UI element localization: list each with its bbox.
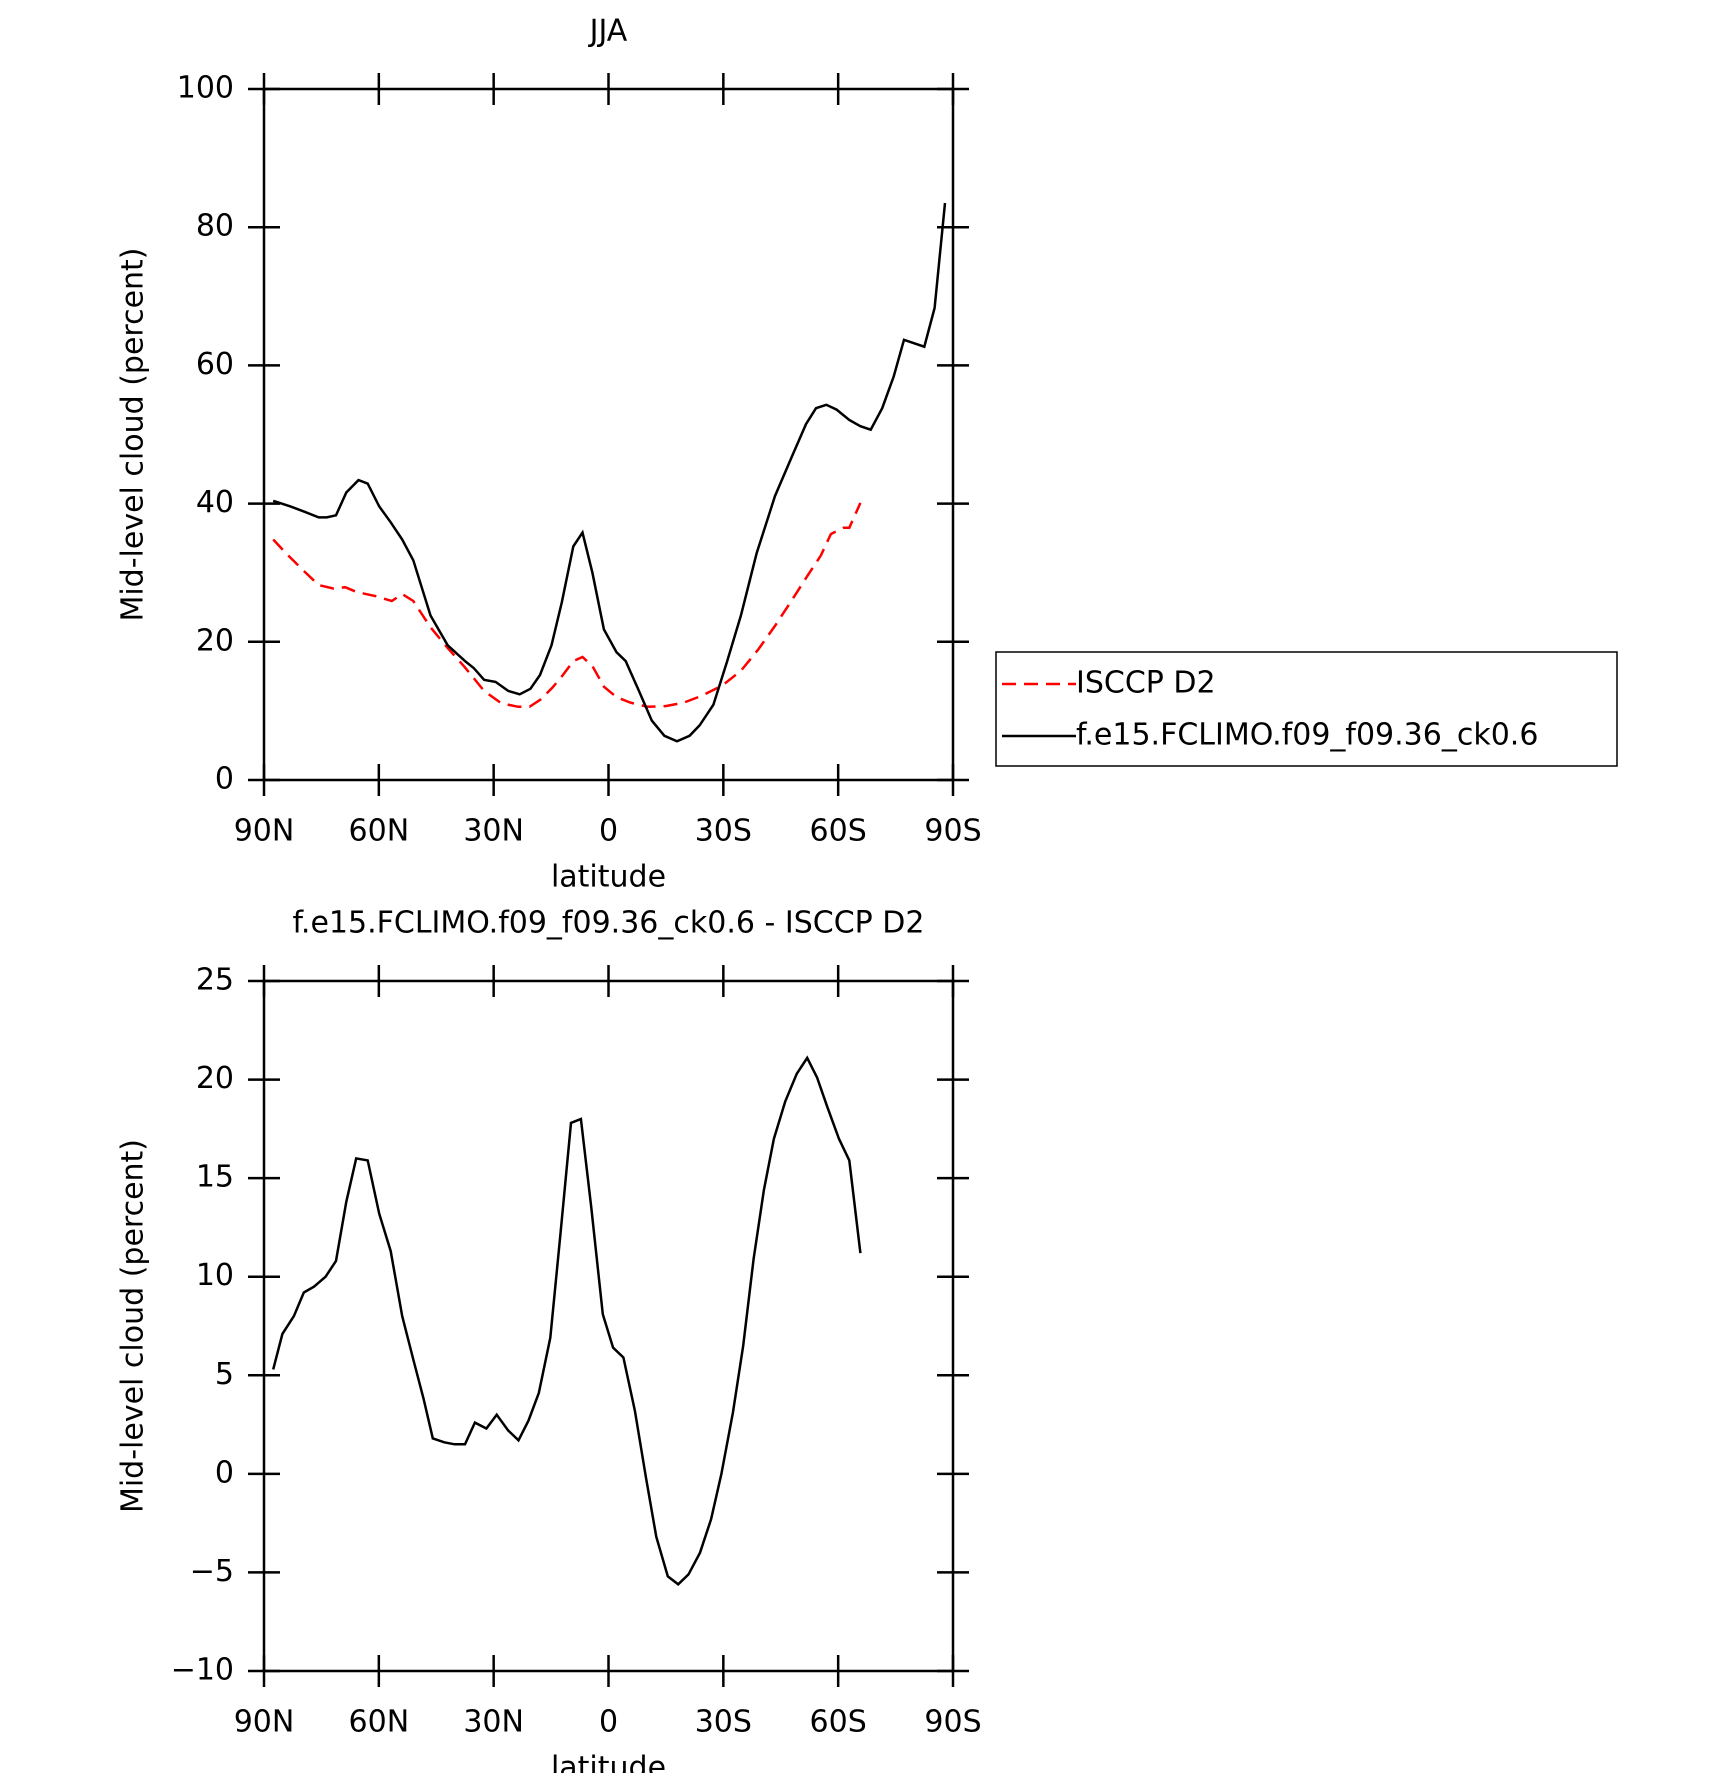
data-line [272, 502, 862, 709]
y-tick-label: 100 [177, 71, 234, 106]
x-tick-label: 60N [349, 814, 410, 849]
x-tick-label: 60N [349, 1705, 410, 1740]
x-tick-label: 90N [234, 1705, 295, 1740]
x-tick-label: 90S [924, 1705, 981, 1740]
y-tick-label: 25 [196, 963, 234, 998]
y-tick-label: 10 [196, 1258, 234, 1293]
legend-label: ISCCP D2 [1076, 666, 1216, 701]
x-tick-label: 30S [695, 814, 752, 849]
y-axis-label: Mid-level cloud (percent) [116, 247, 151, 621]
y-tick-label: −5 [190, 1554, 234, 1589]
y-tick-label: −10 [171, 1653, 234, 1688]
chart-title: JJA [588, 14, 628, 49]
plot-frame [262, 87, 955, 782]
y-tick-label: 0 [215, 1455, 234, 1490]
y-tick-label: 0 [215, 762, 234, 797]
x-tick-label: 30N [463, 814, 524, 849]
x-tick-label: 0 [599, 1705, 618, 1740]
legend-box [995, 651, 1618, 767]
chart-title: f.e15.FCLIMO.f09_f09.36_ck0.6 - ISCCP D2 [293, 906, 925, 941]
y-tick-label: 5 [215, 1357, 234, 1392]
y-tick-label: 60 [196, 347, 234, 382]
legend-label: f.e15.FCLIMO.f09_f09.36_ck0.6 [1076, 718, 1538, 753]
x-tick-label: 30S [695, 1705, 752, 1740]
y-tick-label: 20 [196, 623, 234, 658]
x-tick-label: 90S [924, 814, 981, 849]
plot-frame [262, 979, 955, 1673]
y-tick-label: 15 [196, 1160, 234, 1195]
y-tick-label: 20 [196, 1061, 234, 1096]
x-axis-label: latitude [551, 1751, 666, 1774]
x-tick-label: 90N [234, 814, 295, 849]
x-tick-label: 0 [599, 814, 618, 849]
x-axis-label: latitude [551, 860, 666, 895]
y-tick-label: 40 [196, 485, 234, 520]
y-axis-label: Mid-level cloud (percent) [116, 1139, 151, 1513]
y-tick-label: 80 [196, 209, 234, 244]
data-line [272, 202, 947, 743]
x-tick-label: 60S [810, 814, 867, 849]
data-line [271, 1055, 862, 1586]
x-tick-label: 60S [810, 1705, 867, 1740]
x-tick-label: 30N [463, 1705, 524, 1740]
